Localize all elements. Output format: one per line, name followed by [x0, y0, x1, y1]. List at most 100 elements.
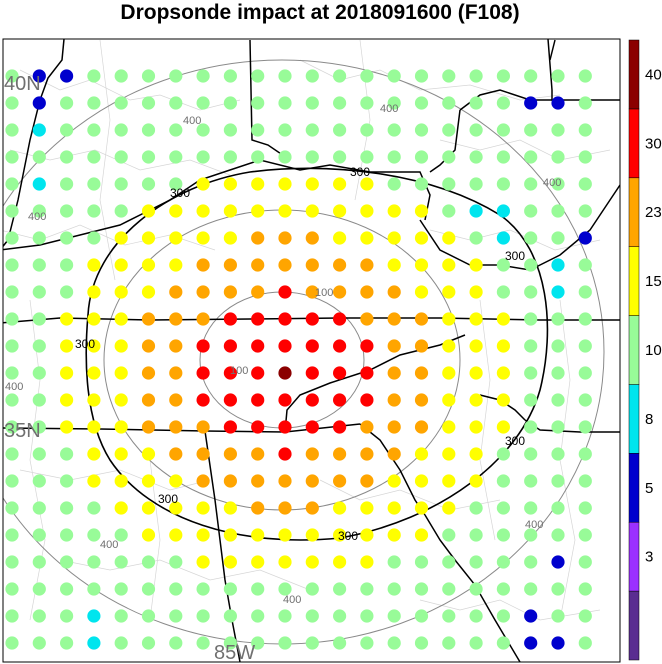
impact-marker [32, 393, 46, 407]
impact-marker [196, 123, 210, 137]
impact-marker [442, 339, 456, 353]
impact-marker [87, 609, 101, 623]
impact-marker [87, 96, 101, 110]
impact-marker [442, 393, 456, 407]
impact-marker [305, 609, 319, 623]
impact-marker [141, 150, 156, 164]
impact-marker [223, 312, 237, 326]
impact-marker [32, 204, 46, 218]
impact-marker [414, 96, 429, 110]
impact-marker [169, 609, 183, 623]
impact-marker [305, 231, 319, 245]
impact-marker [333, 69, 347, 83]
impact-marker [360, 393, 374, 407]
impact-marker [114, 366, 128, 380]
impact-marker [551, 339, 565, 353]
impact-marker [524, 285, 538, 299]
impact-marker [87, 582, 101, 596]
impact-marker [442, 312, 456, 326]
colorbar-segment [628, 521, 640, 592]
impact-marker [442, 123, 456, 137]
colorbar-segment [628, 590, 640, 661]
impact-marker [305, 420, 319, 434]
impact-marker [32, 312, 46, 326]
impact-marker [387, 204, 401, 218]
impact-marker [524, 96, 538, 110]
impact-marker [60, 447, 74, 461]
impact-marker [60, 285, 74, 299]
impact-marker [32, 123, 46, 137]
impact-marker [469, 366, 483, 380]
impact-marker [387, 312, 401, 326]
impact-marker [387, 231, 401, 245]
impact-marker [5, 447, 19, 461]
impact-marker [223, 231, 237, 245]
impact-marker [333, 447, 347, 461]
impact-marker [360, 339, 374, 353]
impact-marker [551, 285, 565, 299]
impact-marker [524, 204, 538, 218]
impact-marker [5, 636, 19, 650]
impact-marker [578, 258, 592, 272]
impact-marker [578, 339, 592, 353]
impact-marker [578, 150, 592, 164]
impact-marker [496, 555, 510, 569]
impact-marker [305, 366, 319, 380]
impact-marker [60, 69, 74, 83]
impact-marker [196, 501, 210, 515]
impact-marker [87, 339, 101, 353]
impact-marker [524, 528, 538, 542]
impact-marker [5, 339, 19, 353]
impact-marker [496, 69, 510, 83]
impact-marker [414, 609, 429, 623]
impact-marker [469, 96, 483, 110]
impact-marker [141, 339, 156, 353]
impact-marker [496, 636, 510, 650]
impact-marker [496, 258, 510, 272]
colorbar-segment [628, 246, 640, 316]
impact-marker [360, 231, 374, 245]
impact-marker [251, 420, 265, 434]
colorbar-tick-label: 15 [645, 273, 662, 290]
impact-marker [333, 123, 347, 137]
impact-marker [333, 177, 347, 191]
impact-marker [5, 474, 19, 488]
impact-marker [87, 420, 101, 434]
impact-marker [387, 285, 401, 299]
impact-marker [141, 474, 156, 488]
impact-marker [360, 96, 374, 110]
impact-marker [524, 420, 538, 434]
impact-marker [60, 474, 74, 488]
impact-marker [305, 339, 319, 353]
impact-marker [60, 204, 74, 218]
impact-marker [278, 474, 292, 488]
impact-marker [223, 366, 237, 380]
impact-marker [87, 312, 101, 326]
impact-marker [305, 258, 319, 272]
impact-marker [578, 474, 592, 488]
impact-marker [196, 528, 210, 542]
colorbar: 3 5 8 10 15 23 30 40 [628, 39, 662, 661]
impact-marker [251, 609, 265, 623]
impact-marker [87, 474, 101, 488]
impact-marker [32, 339, 46, 353]
impact-marker [333, 636, 347, 650]
ring-label-100-left: 100 [230, 365, 248, 377]
impact-marker [333, 312, 347, 326]
impact-marker [196, 312, 210, 326]
impact-marker [141, 123, 156, 137]
impact-marker [442, 447, 456, 461]
contour-label-300-left: 300 [75, 337, 95, 351]
impact-marker [333, 150, 347, 164]
impact-marker [114, 609, 128, 623]
impact-marker [196, 150, 210, 164]
impact-marker [496, 528, 510, 542]
impact-marker [251, 366, 265, 380]
impact-marker [196, 636, 210, 650]
impact-marker [333, 555, 347, 569]
impact-marker [442, 150, 456, 164]
impact-marker [442, 420, 456, 434]
impact-marker [360, 582, 374, 596]
impact-marker [114, 528, 128, 542]
impact-marker [333, 339, 347, 353]
